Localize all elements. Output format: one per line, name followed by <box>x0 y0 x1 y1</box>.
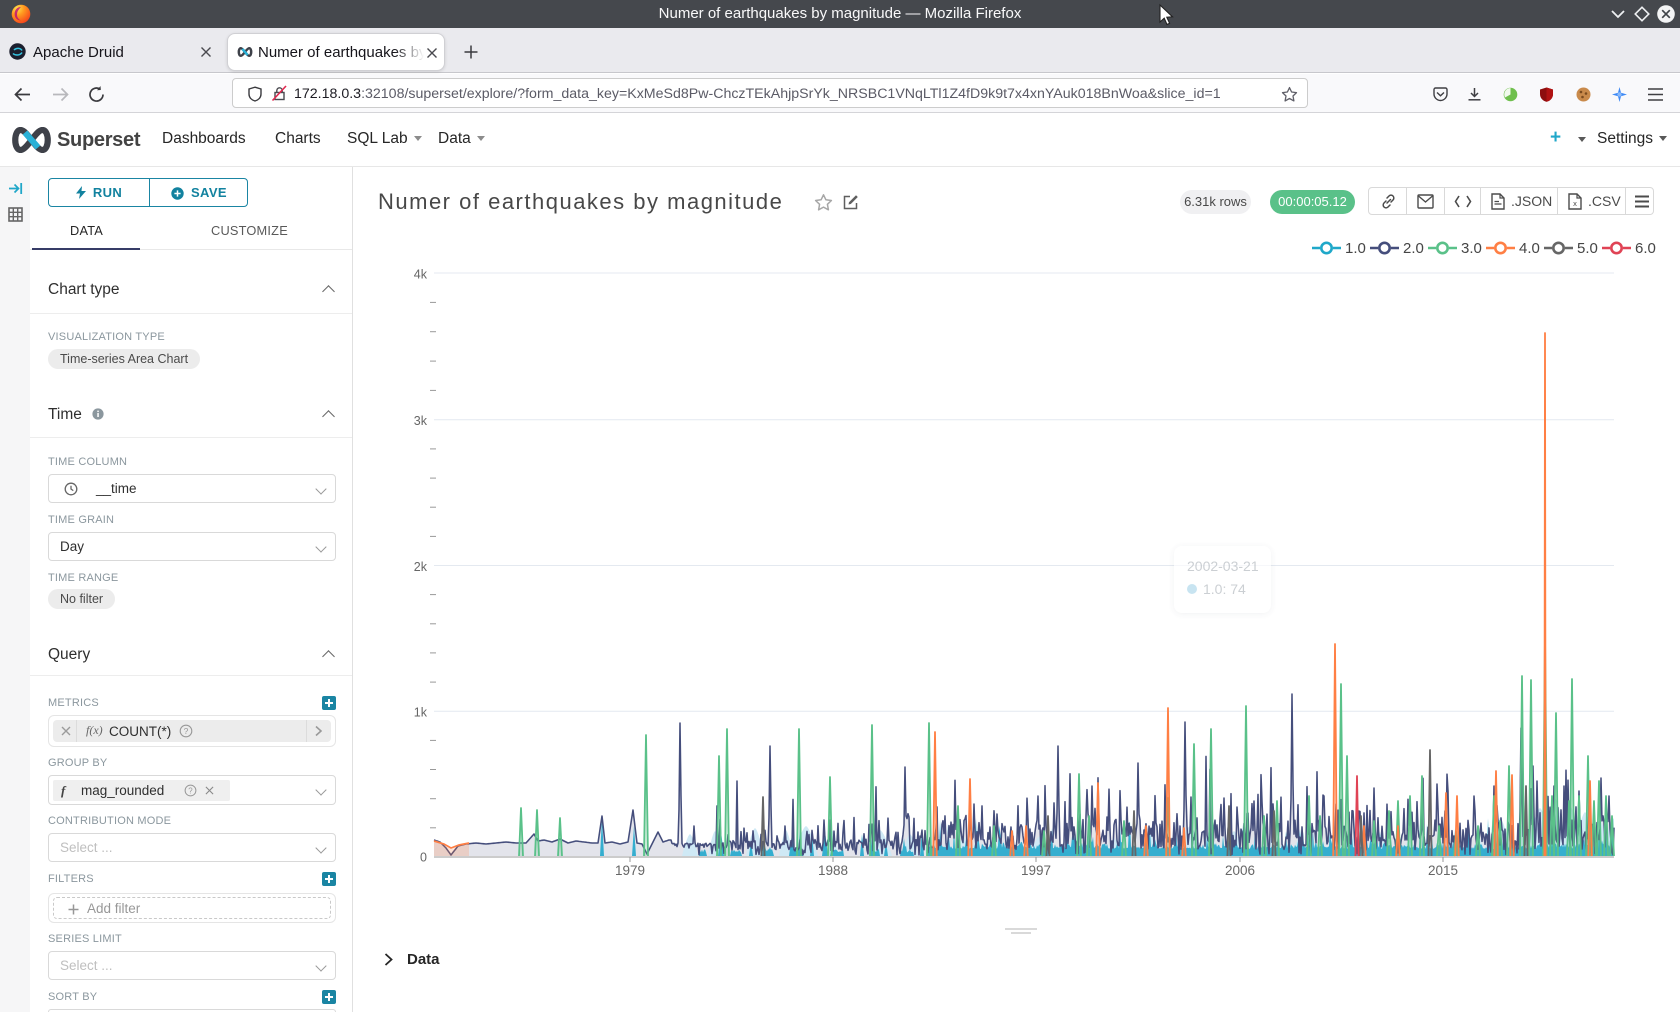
svg-text:1988: 1988 <box>818 863 848 878</box>
svg-text:1997: 1997 <box>1021 863 1051 878</box>
svg-text:4k: 4k <box>414 267 428 281</box>
svg-text:1979: 1979 <box>615 863 645 878</box>
svg-text:1k: 1k <box>414 705 428 719</box>
svg-text:2015: 2015 <box>1428 863 1458 878</box>
svg-text:2k: 2k <box>414 560 428 574</box>
svg-text:?: ? <box>188 786 193 795</box>
svg-text:0: 0 <box>420 850 427 864</box>
svg-text:x: x <box>1573 199 1577 208</box>
svg-text:2006: 2006 <box>1225 863 1255 878</box>
svg-text:?: ? <box>184 726 189 736</box>
svg-text:3k: 3k <box>414 414 428 428</box>
